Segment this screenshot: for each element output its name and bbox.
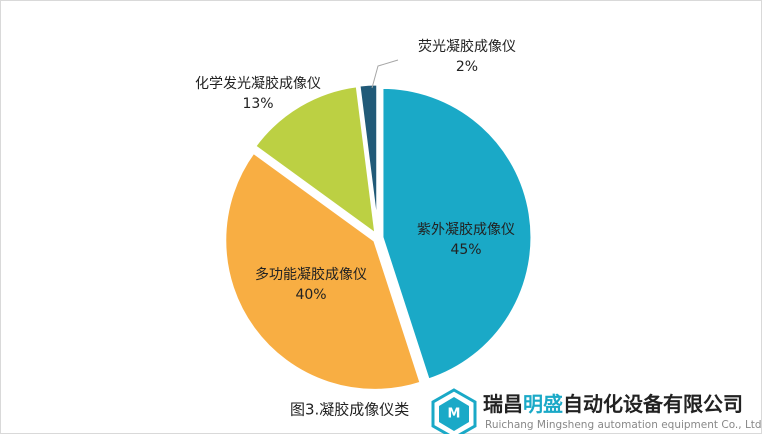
value-label: 13% <box>242 96 273 112</box>
name-part: 明盛 <box>523 392 563 416</box>
slice-label: 紫外凝胶成像仪 <box>417 221 515 238</box>
pie <box>223 82 534 392</box>
slice-label: 化学发光凝胶成像仪 <box>195 75 321 92</box>
value-label: 40% <box>295 287 326 303</box>
pie-slice <box>357 82 380 235</box>
slice-label: 多功能凝胶成像仪 <box>255 266 367 283</box>
value-label: 2% <box>456 59 478 75</box>
value-label: 45% <box>450 242 481 258</box>
slice-label: 荧光凝胶成像仪 <box>418 38 516 55</box>
company-name: 瑞昌明盛自动化设备有限公司 <box>483 392 743 416</box>
watermark: M 瑞昌明盛自动化设备有限公司 Ruichang Mingsheng autom… <box>431 388 762 434</box>
name-part: 自动化设备有限公司 <box>563 392 743 416</box>
logo-mark: M <box>448 407 461 422</box>
caption: 图3.凝胶成像仪类 <box>290 401 409 419</box>
pie-slice <box>223 150 424 392</box>
name-part: 瑞昌 <box>483 392 523 416</box>
pie-slice <box>252 84 378 238</box>
logo-inner <box>439 397 469 431</box>
leader-line <box>371 59 399 89</box>
pie-slice <box>380 85 534 382</box>
company-subtitle: Ruichang Mingsheng automation equipment … <box>485 419 762 431</box>
